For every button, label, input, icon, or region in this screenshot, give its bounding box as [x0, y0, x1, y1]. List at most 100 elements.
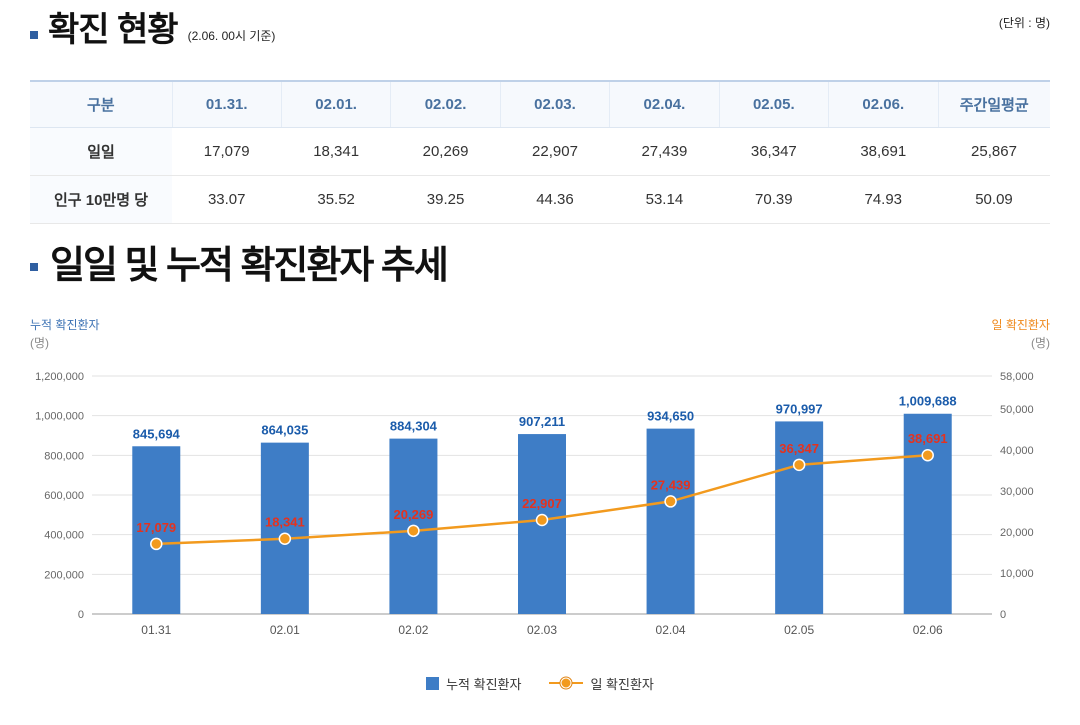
right-tick-label: 0: [1000, 609, 1006, 621]
chart-legend: 누적 확진환자 일 확진환자: [30, 674, 1050, 693]
chart-area: 누적 확진환자 (명) 일 확진환자 (명) 0 200,000 400,000 60…: [30, 316, 1050, 693]
chart-section-header: 일일 및 누적 확진환자 추세: [30, 244, 1050, 290]
x-axis-label: 02.03: [527, 623, 557, 637]
table-cell: 25,867: [938, 127, 1050, 176]
line-value-label: 27,439: [651, 477, 691, 492]
table-cell: 20,269: [390, 127, 501, 176]
confirmed-cases-table: 구분 01.31. 02.01. 02.02. 02.03. 02.04. 02.05. 02…: [30, 80, 1050, 224]
table-cell: 36,347: [719, 127, 829, 176]
line-value-label: 20,269: [394, 506, 434, 521]
table-cell: 22,907: [500, 127, 610, 176]
table-cell: 33.07: [172, 175, 282, 224]
line-value-label: 38,691: [908, 431, 948, 446]
left-tick-label: 1,000,000: [35, 410, 84, 422]
line-swatch-icon: [549, 682, 584, 685]
column-header-4: 02.03.: [499, 81, 610, 128]
table-row: 인구 10만명 당 33.07 35.52 39.25 44.36 53.14 70.39 7…: [30, 175, 1050, 224]
line-value-label: 17,079: [136, 520, 176, 535]
daily-point: [407, 524, 420, 537]
bar-value-label: 1,009,688: [899, 393, 957, 408]
title-bullet-icon: [30, 30, 38, 39]
legend-label-cumulative: 누적 확진환자: [446, 676, 522, 692]
x-axis-label: 01.31: [141, 623, 171, 637]
table-cell: 27,439: [609, 127, 720, 176]
page-title: 확진 현황: [48, 11, 179, 49]
bar-value-label: 970,997: [776, 401, 823, 416]
column-header-0: 구분: [30, 81, 172, 128]
table-cell: 18,341: [281, 127, 391, 176]
page: 확진 현황 (2.06. 00시 기준) (단위 : 명) 구분 01.31. 02…: [0, 0, 1080, 693]
daily-point: [535, 513, 549, 526]
right-axis-unit: (명): [1030, 335, 1050, 350]
x-axis-label: 02.04: [656, 623, 686, 637]
table-cell: 38,691: [828, 127, 938, 176]
x-axis-label: 02.01: [270, 623, 300, 637]
table-cell: 53.14: [609, 175, 720, 224]
right-tick-label: 58,000: [1000, 371, 1034, 383]
unit-label: (단위 : 명): [998, 16, 1050, 30]
table-cell: 35.52: [281, 175, 391, 224]
bar-value-label: 884,304: [390, 418, 438, 433]
left-axis-title-text: 누적 확진환자: [30, 317, 100, 332]
line-value-label: 18,341: [265, 514, 305, 529]
left-tick-label: 1,200,000: [35, 371, 84, 383]
table-cell: 50.09: [938, 175, 1050, 224]
column-header-1: 01.31.: [171, 81, 282, 128]
legend-label-daily: 일 확진환자: [590, 676, 654, 692]
right-tick-label: 30,000: [1000, 485, 1034, 497]
right-tick-label: 10,000: [1000, 568, 1034, 580]
row-label: 인구 10만명 당: [30, 175, 172, 224]
right-tick-label: 20,000: [1000, 527, 1034, 539]
bar-value-label: 864,035: [261, 422, 308, 437]
page-subtitle: (2.06. 00시 기준): [187, 28, 276, 43]
daily-point: [921, 448, 934, 462]
axis-titles: 누적 확진환자 (명) 일 확진환자 (명): [30, 316, 1050, 352]
title-wrap: 확진 현황 (2.06. 00시 기준): [30, 10, 275, 51]
column-header-7: 02.06.: [828, 81, 938, 128]
section-bullet-icon: [30, 262, 38, 271]
left-tick-label: 200,000: [44, 569, 84, 581]
column-header-2: 02.01.: [280, 81, 391, 128]
right-tick-label: 50,000: [1000, 403, 1034, 415]
daily-point: [664, 494, 677, 508]
left-axis-title: 누적 확진환자 (명): [30, 316, 100, 352]
header: 확진 현황 (2.06. 00시 기준) (단위 : 명): [30, 10, 1050, 66]
combo-chart: 0 200,000 400,000 600,000 800,000 1,000,000 1,…: [35, 371, 1034, 637]
bar-value-label: 845,694: [133, 426, 181, 441]
line-value-label: 36,347: [779, 440, 819, 455]
x-axis-label: 02.05: [784, 623, 814, 637]
line-value-label: 22,907: [522, 496, 562, 511]
table-cell: 70.39: [719, 175, 829, 224]
table-cell: 17,079: [172, 127, 282, 176]
cumulative-bar: [646, 428, 695, 614]
right-axis-title-text: 일 확진환자: [991, 317, 1050, 332]
x-axis-label: 02.06: [913, 623, 943, 637]
cumulative-bar: [903, 413, 952, 614]
table-header-row: 구분 01.31. 02.01. 02.02. 02.03. 02.04. 02.05. 02…: [30, 81, 1050, 128]
bar-swatch-icon: [426, 676, 440, 690]
legend-item-daily: 일 확진환자: [549, 674, 654, 693]
column-header-5: 02.04.: [609, 81, 720, 128]
left-tick-label: 600,000: [44, 490, 84, 502]
cumulative-bar: [260, 442, 309, 614]
column-header-3: 02.02.: [390, 81, 501, 128]
table-cell: 74.93: [828, 175, 938, 224]
daily-point: [792, 458, 806, 471]
chart-section-title: 일일 및 누적 확진환자 추세: [50, 245, 449, 287]
table-cell: 44.36: [500, 175, 610, 224]
daily-point: [278, 532, 292, 545]
daily-point: [150, 537, 163, 550]
cumulative-bar: [132, 445, 181, 614]
cumulative-bar: [775, 421, 824, 614]
right-tick-label: 40,000: [1000, 444, 1034, 456]
bar-value-label: 934,650: [647, 408, 694, 423]
column-header-6: 02.05.: [718, 81, 829, 128]
left-tick-label: 0: [78, 609, 84, 621]
table-cell: 39.25: [390, 175, 501, 224]
left-axis-unit: (명): [30, 335, 50, 350]
right-axis-title: 일 확진환자 (명): [991, 316, 1050, 352]
left-tick-label: 400,000: [44, 529, 84, 541]
table-row: 일일 17,079 18,341 20,269 22,907 27,439 36,347 38…: [30, 127, 1050, 176]
left-tick-label: 800,000: [44, 450, 84, 462]
bar-value-label: 907,211: [519, 414, 565, 429]
